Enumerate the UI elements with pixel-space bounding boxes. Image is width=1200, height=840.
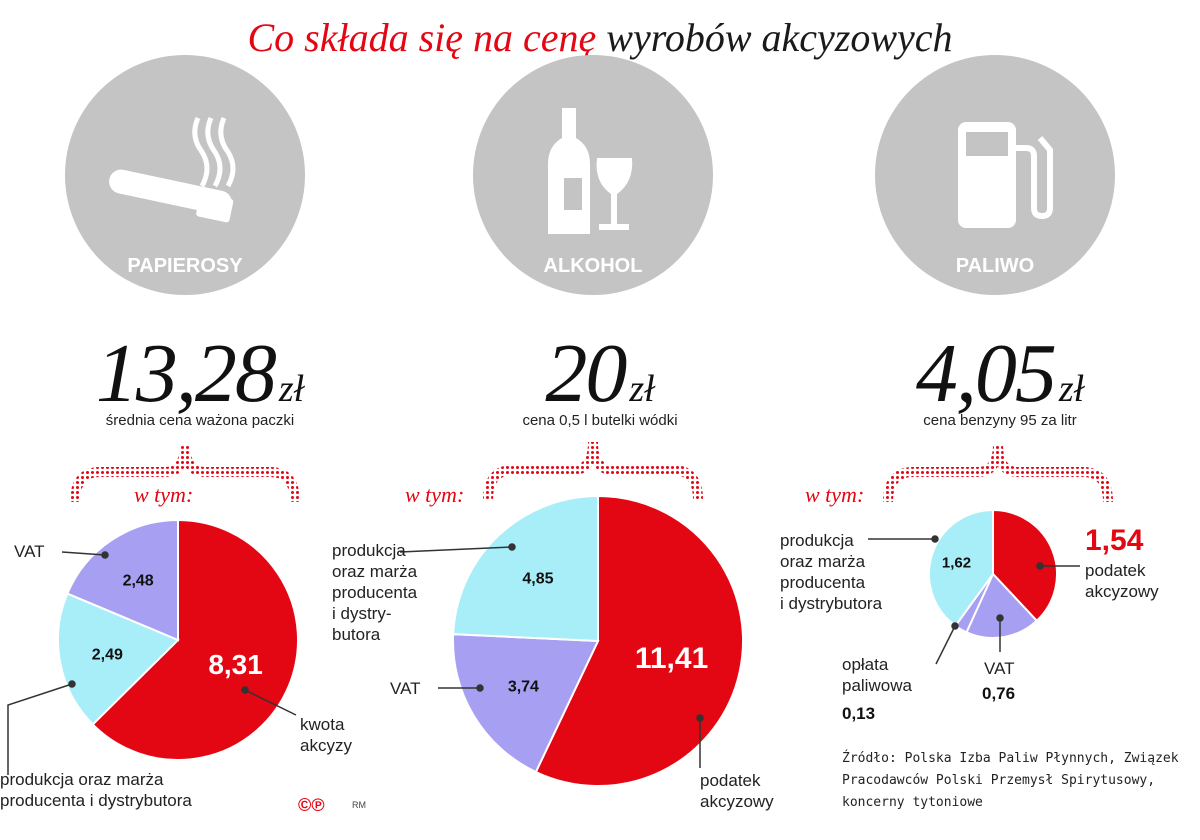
label-p2-production: produkcja oraz marża producenta i dystry… [332,541,418,644]
label-p1-excise: kwota akcyzy [300,715,352,755]
brace-decoration [70,441,1113,503]
in-which-label: w tym: [805,482,865,507]
price-unit: zł [1058,368,1085,410]
source-note: Źródło: Polska Izba Paliw Płynnych, Zwią… [842,751,1179,810]
price-alkohol: 20 zł [400,325,800,422]
pie-papierosy: 8,31 2,49 2,48 [57,518,299,761]
value-p3-fuel-fee: 0,13 [842,704,876,723]
price-unit: zł [278,368,305,410]
label-p3-fuel-fee: opłata paliwowa [842,655,912,695]
page-title: Co składa się na cenę wyrobów akcyzowych [0,14,1200,61]
label-p2-excise: podatek akcyzowy [700,771,774,811]
pie-slice [91,518,299,761]
pie-alkohol: 11,41 3,74 4,85 [452,494,744,787]
label-p3-production: produkcja oraz marża producenta i dystry… [780,531,883,613]
value-p3-vat: 0,76 [982,684,1016,703]
header-circle-alkohol: ALKOHOL [473,55,713,295]
pie-slice [452,633,600,774]
leader-lines [7,535,1080,775]
label-p2-vat: VAT [390,679,421,698]
pie-value-label: 8,31 [208,649,263,680]
fuel-pump-icon [958,122,1053,228]
pie-slice [965,572,1039,639]
title-part1: Co składa się na cenę [247,15,597,60]
pie-value-label: 11,41 [635,642,708,675]
pie-slice [992,508,1058,623]
pie-value-label: 3,74 [508,678,539,695]
category-label: PALIWO [956,255,1035,277]
publisher-logo: ©℗ [298,795,325,815]
pie-slice [534,494,744,787]
value-p3-excise: 1,54 [1085,524,1144,557]
label-p1-vat: VAT [14,542,45,561]
label-p1-production: produkcja oraz marża producenta i dystry… [0,770,192,810]
header-circle-papierosy: PAPIEROSY [65,55,305,295]
pie-slice [928,508,994,628]
price-unit: zł [629,368,655,410]
price-value: 13,28 [95,327,277,420]
cigarette-icon [109,116,236,223]
label-p3-excise: podatek akcyzowy [1085,561,1159,601]
panel-papierosy: 13,28 zł średnia cena ważona paczki w tym… [0,0,400,840]
in-which-label: w tym: [405,482,465,507]
author-initials: RM [352,800,366,810]
bottle-glass-icon [548,108,633,234]
price-subtitle: cena benzyny 95 za litr [923,412,1077,429]
price-value: 20 [545,327,627,420]
category-label: ALKOHOL [544,255,643,277]
pie-paliwo: 1,62 [928,508,1058,639]
price-subtitle: średnia cena ważona paczki [105,412,295,429]
pie-value-label: 4,85 [522,571,553,588]
category-label: PAPIEROSY [127,255,243,277]
header-circle-paliwo: PALIWO [875,55,1115,295]
price-value: 4,05 [915,327,1057,420]
panel-alkohol: 20 zł cena 0,5 l butelki wódki w tym: [400,0,800,840]
panel-paliwo: 4,05 zł cena benzyny 95 za litr w tym: [800,0,1200,840]
pie-value-label: 2,49 [92,646,123,663]
pie-slice [452,494,599,643]
pie-slice [57,592,180,726]
pie-value-label: 2,48 [123,573,154,590]
pie-slice [66,518,179,642]
in-which-label: w tym: [134,482,194,507]
pie-value-label: 1,62 [942,554,971,571]
title-part2: wyrobów akcyzowych [606,15,953,60]
price-paliwo: 4,05 zł [800,325,1200,422]
price-papierosy: 13,28 zł [0,325,400,422]
label-p3-vat: VAT [984,659,1015,678]
price-subtitle: cena 0,5 l butelki wódki [522,412,678,429]
